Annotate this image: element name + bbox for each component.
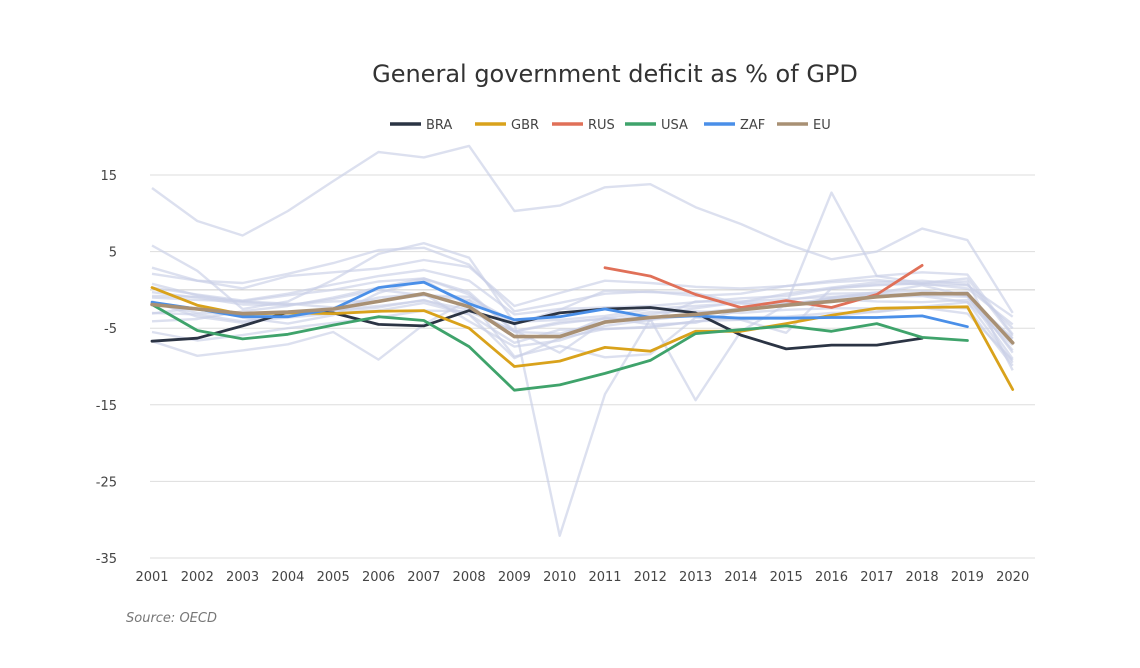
y-tick-label: 15 xyxy=(100,169,117,184)
legend-label-gbr: GBR xyxy=(511,118,539,133)
x-tick-label: 2010 xyxy=(543,570,576,585)
x-tick-label: 2006 xyxy=(362,570,395,585)
y-tick-label: -35 xyxy=(96,552,117,567)
x-tick-label: 2011 xyxy=(588,570,621,585)
x-tick-label: 2007 xyxy=(407,570,440,585)
x-tick-label: 2014 xyxy=(724,570,757,585)
x-tick-label: 2016 xyxy=(815,570,848,585)
source-note: Source: OECD xyxy=(126,611,217,626)
legend-label-bra: BRA xyxy=(426,118,452,133)
highlighted-series xyxy=(150,264,1015,392)
x-tick-label: 2012 xyxy=(634,570,667,585)
y-tick-label: -15 xyxy=(96,399,117,414)
x-tick-label: 2008 xyxy=(453,570,486,585)
x-tick-label: 2019 xyxy=(951,570,984,585)
y-tick-label: -5 xyxy=(104,322,117,337)
chart-legend: BRA GBR RUS USA ZAF EU xyxy=(390,118,831,133)
background-series-line xyxy=(151,144,1014,314)
legend-label-rus: RUS xyxy=(588,118,615,133)
x-axis: 2001 2002 2003 2004 2005 2006 2007 2008 2009 2010… xyxy=(135,570,1029,585)
x-tick-label: 2005 xyxy=(317,570,350,585)
series-line-zaf xyxy=(150,280,969,329)
y-tick-label: -25 xyxy=(96,475,117,490)
gridlines xyxy=(150,174,1035,559)
background-series-line xyxy=(151,191,1014,537)
legend-label-zaf: ZAF xyxy=(740,118,765,133)
x-tick-label: 2018 xyxy=(906,570,939,585)
x-tick-label: 2009 xyxy=(498,570,531,585)
legend-label-eu: EU xyxy=(813,118,831,133)
x-tick-label: 2013 xyxy=(679,570,712,585)
background-series-line xyxy=(151,288,1014,340)
background-series-line xyxy=(151,258,1014,318)
legend-label-usa: USA xyxy=(661,118,688,133)
y-axis: 15 5 -5 -15 -25 -35 xyxy=(96,169,117,567)
series-line-usa xyxy=(150,303,969,392)
x-tick-label: 2015 xyxy=(770,570,803,585)
x-tick-label: 2020 xyxy=(996,570,1029,585)
x-tick-label: 2004 xyxy=(271,570,304,585)
x-tick-label: 2001 xyxy=(135,570,168,585)
y-tick-label: 5 xyxy=(109,246,117,261)
x-tick-label: 2017 xyxy=(860,570,893,585)
background-series-line xyxy=(151,246,1014,336)
x-tick-label: 2002 xyxy=(181,570,214,585)
series-line-eu xyxy=(150,291,1015,345)
background-series-line xyxy=(151,277,1014,340)
x-tick-label: 2003 xyxy=(226,570,259,585)
background-series-line xyxy=(151,268,1014,326)
background-series xyxy=(151,144,1014,537)
chart-title: General government deficit as % of GPD xyxy=(372,60,858,88)
